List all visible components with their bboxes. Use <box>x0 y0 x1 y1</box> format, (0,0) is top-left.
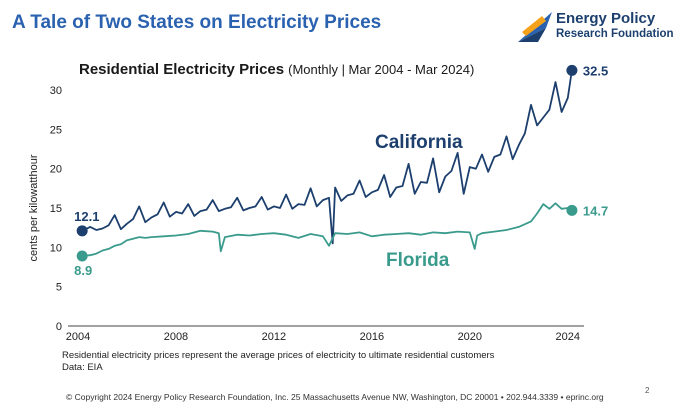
start-point-florida <box>76 250 88 262</box>
start-label-florida: 8.9 <box>74 263 92 278</box>
y-tick-label: 15 <box>50 203 62 215</box>
x-tick-label: 2016 <box>360 331 384 343</box>
y-tick-label: 25 <box>50 124 62 136</box>
footnote-definition: Residential electricity prices represent… <box>62 350 495 361</box>
end-label-florida: 14.7 <box>583 203 608 218</box>
start-point-california <box>76 225 88 237</box>
x-tick-label: 2012 <box>262 331 286 343</box>
copyright-text: © Copyright 2024 Energy Policy Research … <box>66 392 604 402</box>
y-tick-label: 5 <box>56 282 62 294</box>
y-tick-label: 0 <box>56 321 62 333</box>
series-line-florida <box>82 202 573 257</box>
series-line-california <box>81 70 573 245</box>
logo-line1: Energy Policy <box>556 10 656 27</box>
x-tick-label: 2008 <box>164 331 188 343</box>
x-tick-label: 2024 <box>556 331 580 343</box>
end-point-california <box>566 64 578 76</box>
chart-subtitle: (Monthly | Mar 2004 - Mar 2024) <box>288 62 475 77</box>
logo-line2: Research Foundation <box>556 28 674 40</box>
chart-title-block: Residential Electricity Prices (Monthly |… <box>79 61 474 78</box>
logo-icon <box>518 12 552 42</box>
y-axis-label: cents per kilowatthour <box>28 154 40 261</box>
epr-logo: Energy Policy Research Foundation <box>516 8 681 46</box>
y-tick-label: 10 <box>50 242 62 254</box>
series-label-florida: Florida <box>386 250 450 271</box>
y-tick-label: 20 <box>50 164 62 176</box>
chart-title: Residential Electricity Prices <box>79 61 285 78</box>
slide-title: A Tale of Two States on Electricity Pric… <box>12 12 382 33</box>
start-label-california: 12.1 <box>74 209 99 224</box>
end-point-florida <box>566 204 578 216</box>
x-tick-label: 2020 <box>458 331 482 343</box>
x-tick-label: 2004 <box>66 331 90 343</box>
page-number: 2 <box>645 386 650 395</box>
series-label-california: California <box>375 132 463 153</box>
end-label-california: 32.5 <box>583 63 608 78</box>
y-tick-label: 30 <box>50 85 62 97</box>
footnote-source: Data: EIA <box>62 362 103 373</box>
